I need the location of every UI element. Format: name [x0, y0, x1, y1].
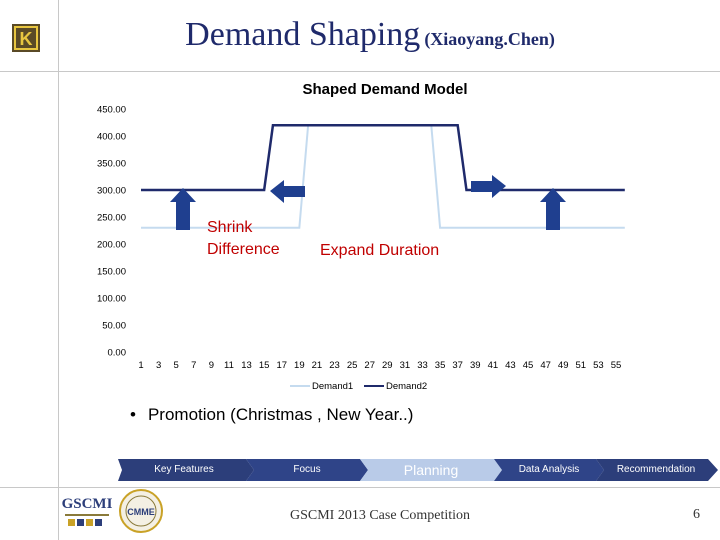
x-tick-label: 29: [382, 360, 393, 371]
y-tick-label: 350.00: [97, 159, 126, 170]
x-tick-label: 15: [259, 360, 270, 371]
x-tick-label: 47: [540, 360, 551, 371]
demand-chart: 0.00 50.00 100.00 150.00 200.00 250.00 300.00 3…: [97, 105, 625, 392]
nav-step-planning[interactable]: Planning: [403, 462, 459, 478]
corner-logo: K: [12, 24, 40, 52]
x-tick-label: 21: [312, 360, 323, 371]
x-axis-ticks: 1 3 5 7 9 11 13 15 17 19 21 23 25 27 29 31 33 35 37 39 41 43 4…: [138, 360, 621, 371]
y-tick-label: 0.00: [108, 348, 127, 359]
arrow-layer: [170, 175, 566, 230]
slide-title: Demand Shaping (Xiaoyang.Chen): [120, 16, 620, 54]
slide-title-main: Demand Shaping: [185, 16, 421, 53]
svg-text:GSCMI: GSCMI: [62, 496, 112, 512]
up-arrow-icon: [540, 188, 566, 230]
x-tick-label: 13: [241, 360, 252, 371]
annotation-difference: Difference: [207, 241, 280, 258]
annotation-expand-duration: Expand Duration: [320, 242, 439, 259]
left-arrow-icon: [270, 180, 305, 203]
nav-step-key-features[interactable]: Key Features: [154, 464, 214, 475]
cmme-logo: CMME: [118, 488, 164, 534]
process-nav-bar: Key Features Focus Planning Data Analysi…: [118, 459, 718, 481]
nav-step-data-analysis[interactable]: Data Analysis: [518, 464, 580, 475]
y-tick-label: 50.00: [102, 321, 126, 332]
chart-title: Shaped Demand Model: [302, 81, 468, 98]
x-tick-label: 17: [276, 360, 287, 371]
bullet-text: Promotion (Christmas , New Year..): [147, 405, 414, 424]
x-tick-label: 33: [417, 360, 428, 371]
y-tick-label: 250.00: [97, 213, 126, 224]
chart-legend: Demand1 Demand2: [290, 381, 427, 392]
x-tick-label: 39: [470, 360, 481, 371]
y-axis-ticks: 0.00 50.00 100.00 150.00 200.00 250.00 300.00 3…: [97, 105, 126, 359]
x-tick-label: 51: [576, 360, 587, 371]
svg-text:CMME: CMME: [127, 507, 155, 517]
nav-step-focus[interactable]: Focus: [293, 464, 321, 475]
bullet-item: • Promotion (Christmas , New Year..): [130, 405, 413, 425]
nav-step-recommendation[interactable]: Recommendation: [616, 464, 696, 475]
x-tick-label: 7: [191, 360, 196, 371]
frame-bottom-line: [0, 487, 720, 488]
legend-label-demand2: Demand2: [386, 381, 427, 392]
y-tick-label: 300.00: [97, 186, 126, 197]
right-arrow-icon: [471, 175, 506, 198]
slide-title-sub: (Xiaoyang.Chen): [424, 29, 555, 49]
x-tick-label: 11: [224, 360, 234, 371]
x-tick-label: 19: [294, 360, 305, 371]
frame-top-line: [0, 71, 720, 72]
annotation-shrink: Shrink: [207, 219, 253, 236]
y-tick-label: 100.00: [97, 294, 126, 305]
x-tick-label: 45: [523, 360, 534, 371]
x-tick-label: 9: [209, 360, 214, 371]
x-tick-label: 27: [364, 360, 375, 371]
y-tick-label: 400.00: [97, 132, 126, 143]
series-line-demand2: [141, 123, 625, 192]
page-number: 6: [693, 507, 700, 522]
x-tick-label: 55: [611, 360, 622, 371]
x-tick-label: 5: [174, 360, 179, 371]
svg-text:K: K: [20, 29, 33, 49]
x-tick-label: 31: [400, 360, 411, 371]
y-tick-label: 150.00: [97, 267, 126, 278]
x-tick-label: 43: [505, 360, 516, 371]
y-tick-label: 200.00: [97, 240, 126, 251]
bullet-dot: •: [130, 405, 136, 424]
y-tick-label: 450.00: [97, 105, 126, 116]
legend-label-demand1: Demand1: [312, 381, 353, 392]
frame-vertical-line: [58, 0, 59, 540]
x-tick-label: 23: [329, 360, 340, 371]
x-tick-label: 3: [156, 360, 161, 371]
x-tick-label: 53: [593, 360, 604, 371]
footer-text: GSCMI 2013 Case Competition: [289, 508, 471, 523]
gscmi-logo: GSCMI: [62, 492, 113, 532]
x-tick-label: 37: [452, 360, 463, 371]
up-arrow-icon: [170, 188, 196, 230]
x-tick-label: 1: [138, 360, 143, 371]
x-tick-label: 25: [347, 360, 358, 371]
x-tick-label: 49: [558, 360, 569, 371]
x-tick-label: 41: [488, 360, 499, 371]
x-tick-label: 35: [435, 360, 446, 371]
